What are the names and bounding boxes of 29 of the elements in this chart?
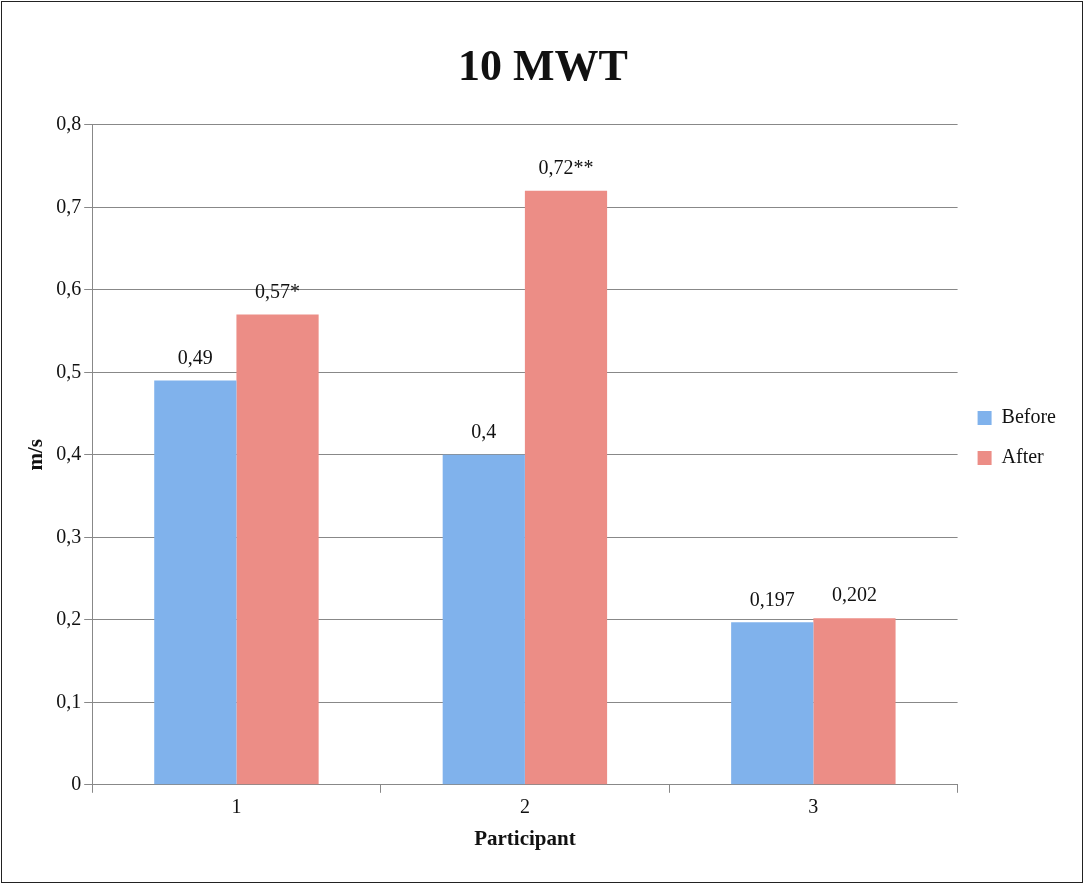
- x-axis-title: Participant: [474, 825, 576, 850]
- y-tick-label: 0,6: [56, 277, 82, 300]
- chart-title: 10 MWT: [458, 40, 628, 90]
- x-tick-label: 3: [808, 795, 819, 818]
- data-label: 0,72**: [538, 156, 594, 179]
- bar: [154, 380, 237, 785]
- y-tick-label: 0,1: [56, 689, 82, 712]
- x-tick-label: 1: [231, 795, 242, 818]
- data-label: 0,197: [749, 587, 795, 610]
- legend-label: Before: [1001, 405, 1057, 428]
- y-tick-label: 0,3: [56, 524, 82, 547]
- y-tick-label: 0: [71, 772, 82, 795]
- y-tick-label: 0,7: [56, 194, 82, 217]
- bar: [442, 454, 525, 785]
- y-axis-title: m/s: [23, 439, 48, 471]
- x-tick-label: 2: [519, 795, 530, 818]
- y-tick-label: 0,5: [56, 359, 82, 382]
- y-tick-label: 0,2: [56, 607, 82, 630]
- legend-label: After: [1001, 445, 1045, 468]
- data-label: 0,4: [471, 420, 497, 443]
- bar: [524, 190, 608, 785]
- bar: [731, 622, 814, 785]
- y-tick-label: 0,8: [56, 112, 82, 135]
- bar: [813, 618, 896, 785]
- y-tick-label: 0,4: [56, 442, 82, 465]
- data-label: 0,57*: [255, 279, 301, 302]
- data-label: 0,49: [177, 345, 213, 368]
- bar: [236, 314, 319, 785]
- data-label: 0,202: [831, 583, 877, 606]
